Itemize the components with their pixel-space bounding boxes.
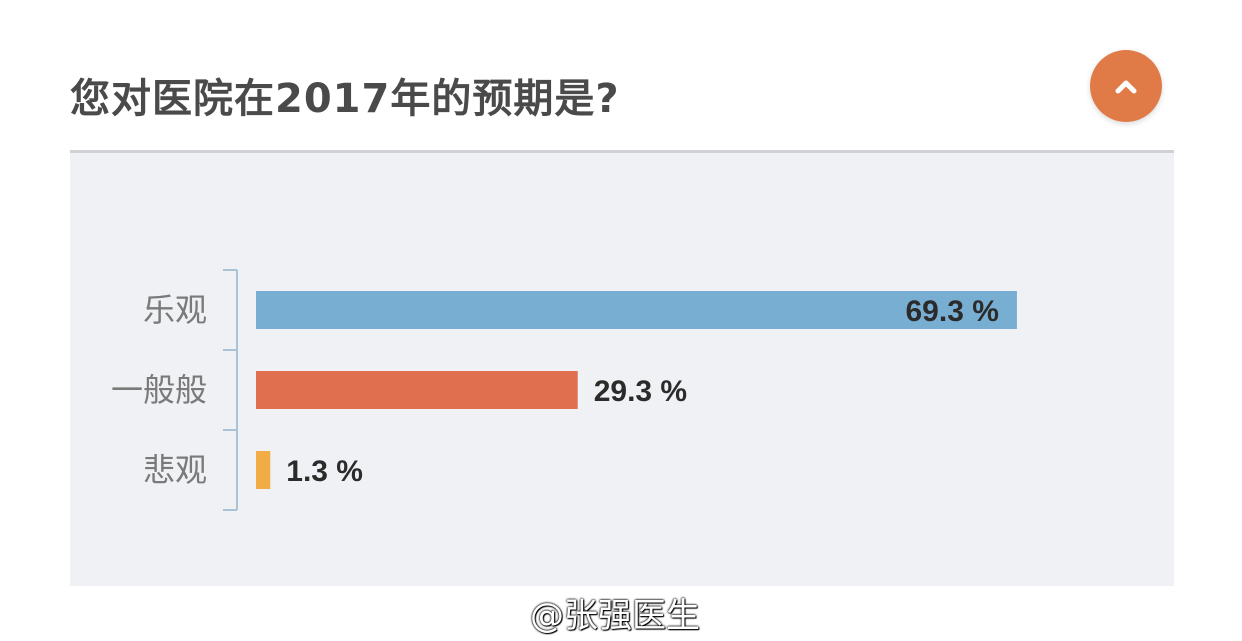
page-title: 您对医院在2017年的预期是? (70, 76, 620, 122)
value-label: 29.3 % (594, 375, 687, 408)
bar (256, 451, 271, 489)
value-label: 69.3 % (906, 295, 999, 328)
bar (256, 371, 578, 409)
watermark: @张强医生 (530, 596, 700, 636)
value-label: 1.3 % (286, 455, 363, 488)
chart-panel: 乐观 69.3 % 一般般 29.3 % 悲观 1.3 % (70, 153, 1174, 586)
category-label: 乐观 (143, 291, 207, 329)
header-divider (70, 150, 1174, 153)
bar (256, 291, 1017, 329)
chevron-up-icon (1115, 80, 1137, 94)
category-label: 悲观 (143, 451, 207, 489)
collapse-button[interactable] (1090, 50, 1162, 122)
bar-chart: 乐观 69.3 % 一般般 29.3 % 悲观 1.3 % (111, 269, 1017, 511)
category-label: 一般般 (111, 371, 207, 409)
